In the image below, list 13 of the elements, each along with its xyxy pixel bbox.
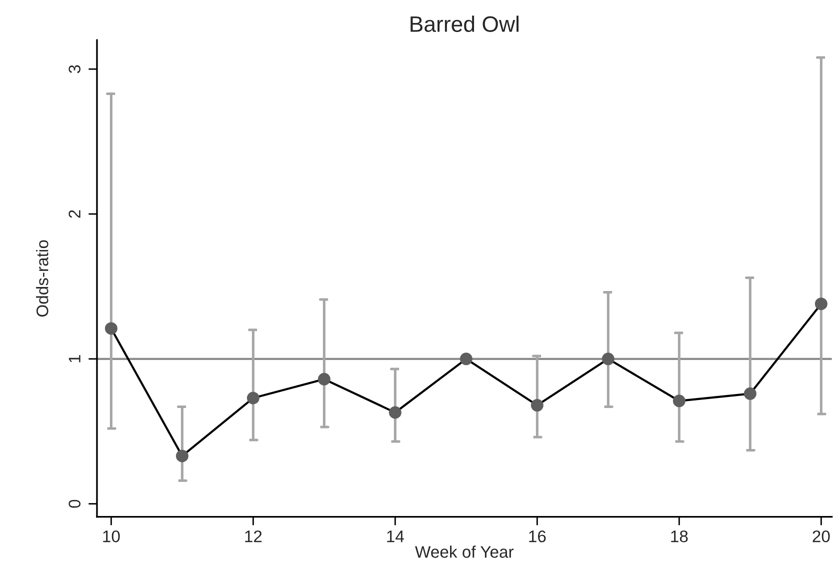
x-axis-title: Week of Year bbox=[415, 546, 514, 558]
y-tick-label: 3 bbox=[68, 65, 80, 74]
x-tick-label: 10 bbox=[103, 530, 120, 542]
y-tick-label: 2 bbox=[68, 210, 80, 218]
chart-title: Barred Owl bbox=[410, 16, 518, 32]
y-tick-label: 1 bbox=[68, 355, 80, 362]
x-tick-label: 18 bbox=[671, 530, 688, 542]
x-tick-label: 16 bbox=[529, 530, 546, 542]
x-tick-label: 14 bbox=[387, 530, 404, 542]
y-axis-title: Odds-ratio bbox=[36, 240, 48, 317]
x-tick-label: 20 bbox=[812, 530, 830, 542]
x-tick-label: 12 bbox=[245, 530, 262, 542]
y-tick-label: 0 bbox=[68, 500, 80, 508]
